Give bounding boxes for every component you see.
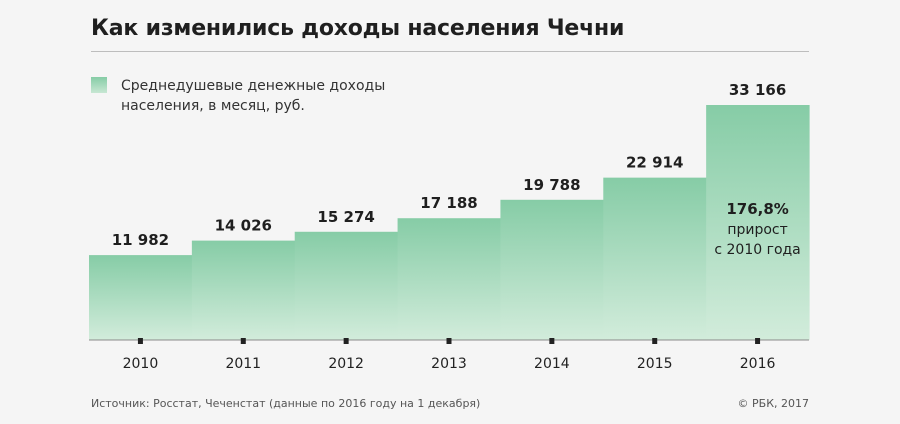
copyright-credit: © РБК, 2017 xyxy=(737,397,809,410)
chart-title: Как изменились доходы населения Чечни xyxy=(91,16,625,41)
legend-label-line1: Среднедушевые денежные доходы xyxy=(121,78,386,94)
annotation-line-1: 176,8% xyxy=(726,200,788,218)
x-tick-label-2013: 2013 xyxy=(431,356,467,372)
value-label-2013: 17 188 xyxy=(420,194,477,212)
x-tick-2015 xyxy=(652,338,658,344)
value-label-2014: 19 788 xyxy=(523,176,580,194)
x-tick-label-2012: 2012 xyxy=(328,356,364,372)
source-note: Источник: Росстат, Чеченстат (данные по … xyxy=(91,397,481,410)
legend-label-line2: населения, в месяц, руб. xyxy=(121,98,305,114)
legend-label: Среднедушевые денежные доходы населения,… xyxy=(121,76,421,116)
bar-2010 xyxy=(89,255,193,340)
title-divider xyxy=(91,51,809,52)
x-tick-2016 xyxy=(755,338,761,344)
x-tick-2010 xyxy=(137,338,143,344)
value-label-2011: 14 026 xyxy=(215,217,272,235)
x-tick-label-2011: 2011 xyxy=(225,356,261,372)
bar-2015 xyxy=(603,177,707,340)
legend-swatch xyxy=(91,77,107,93)
value-label-2010: 11 982 xyxy=(112,231,169,249)
bar-2013 xyxy=(397,218,502,340)
value-label-2016: 33 166 xyxy=(729,81,786,99)
value-label-2015: 22 914 xyxy=(626,154,683,172)
x-tick-label-2010: 2010 xyxy=(123,356,159,372)
x-tick-label-2016: 2016 xyxy=(740,356,776,372)
bar-2012 xyxy=(294,231,399,340)
bar-2014 xyxy=(500,199,604,340)
bar-2011 xyxy=(191,240,296,340)
x-tick-label-2015: 2015 xyxy=(637,356,673,372)
value-label-2012: 15 274 xyxy=(317,208,374,226)
bar-2016 xyxy=(706,105,810,340)
x-tick-2013 xyxy=(446,338,452,344)
x-tick-label-2014: 2014 xyxy=(534,356,570,372)
annotation-line-3: с 2010 года xyxy=(714,242,800,258)
x-tick-2011 xyxy=(240,338,246,344)
annotation-line-2: прирост xyxy=(727,222,787,238)
x-tick-2014 xyxy=(549,338,555,344)
x-tick-2012 xyxy=(343,338,349,344)
